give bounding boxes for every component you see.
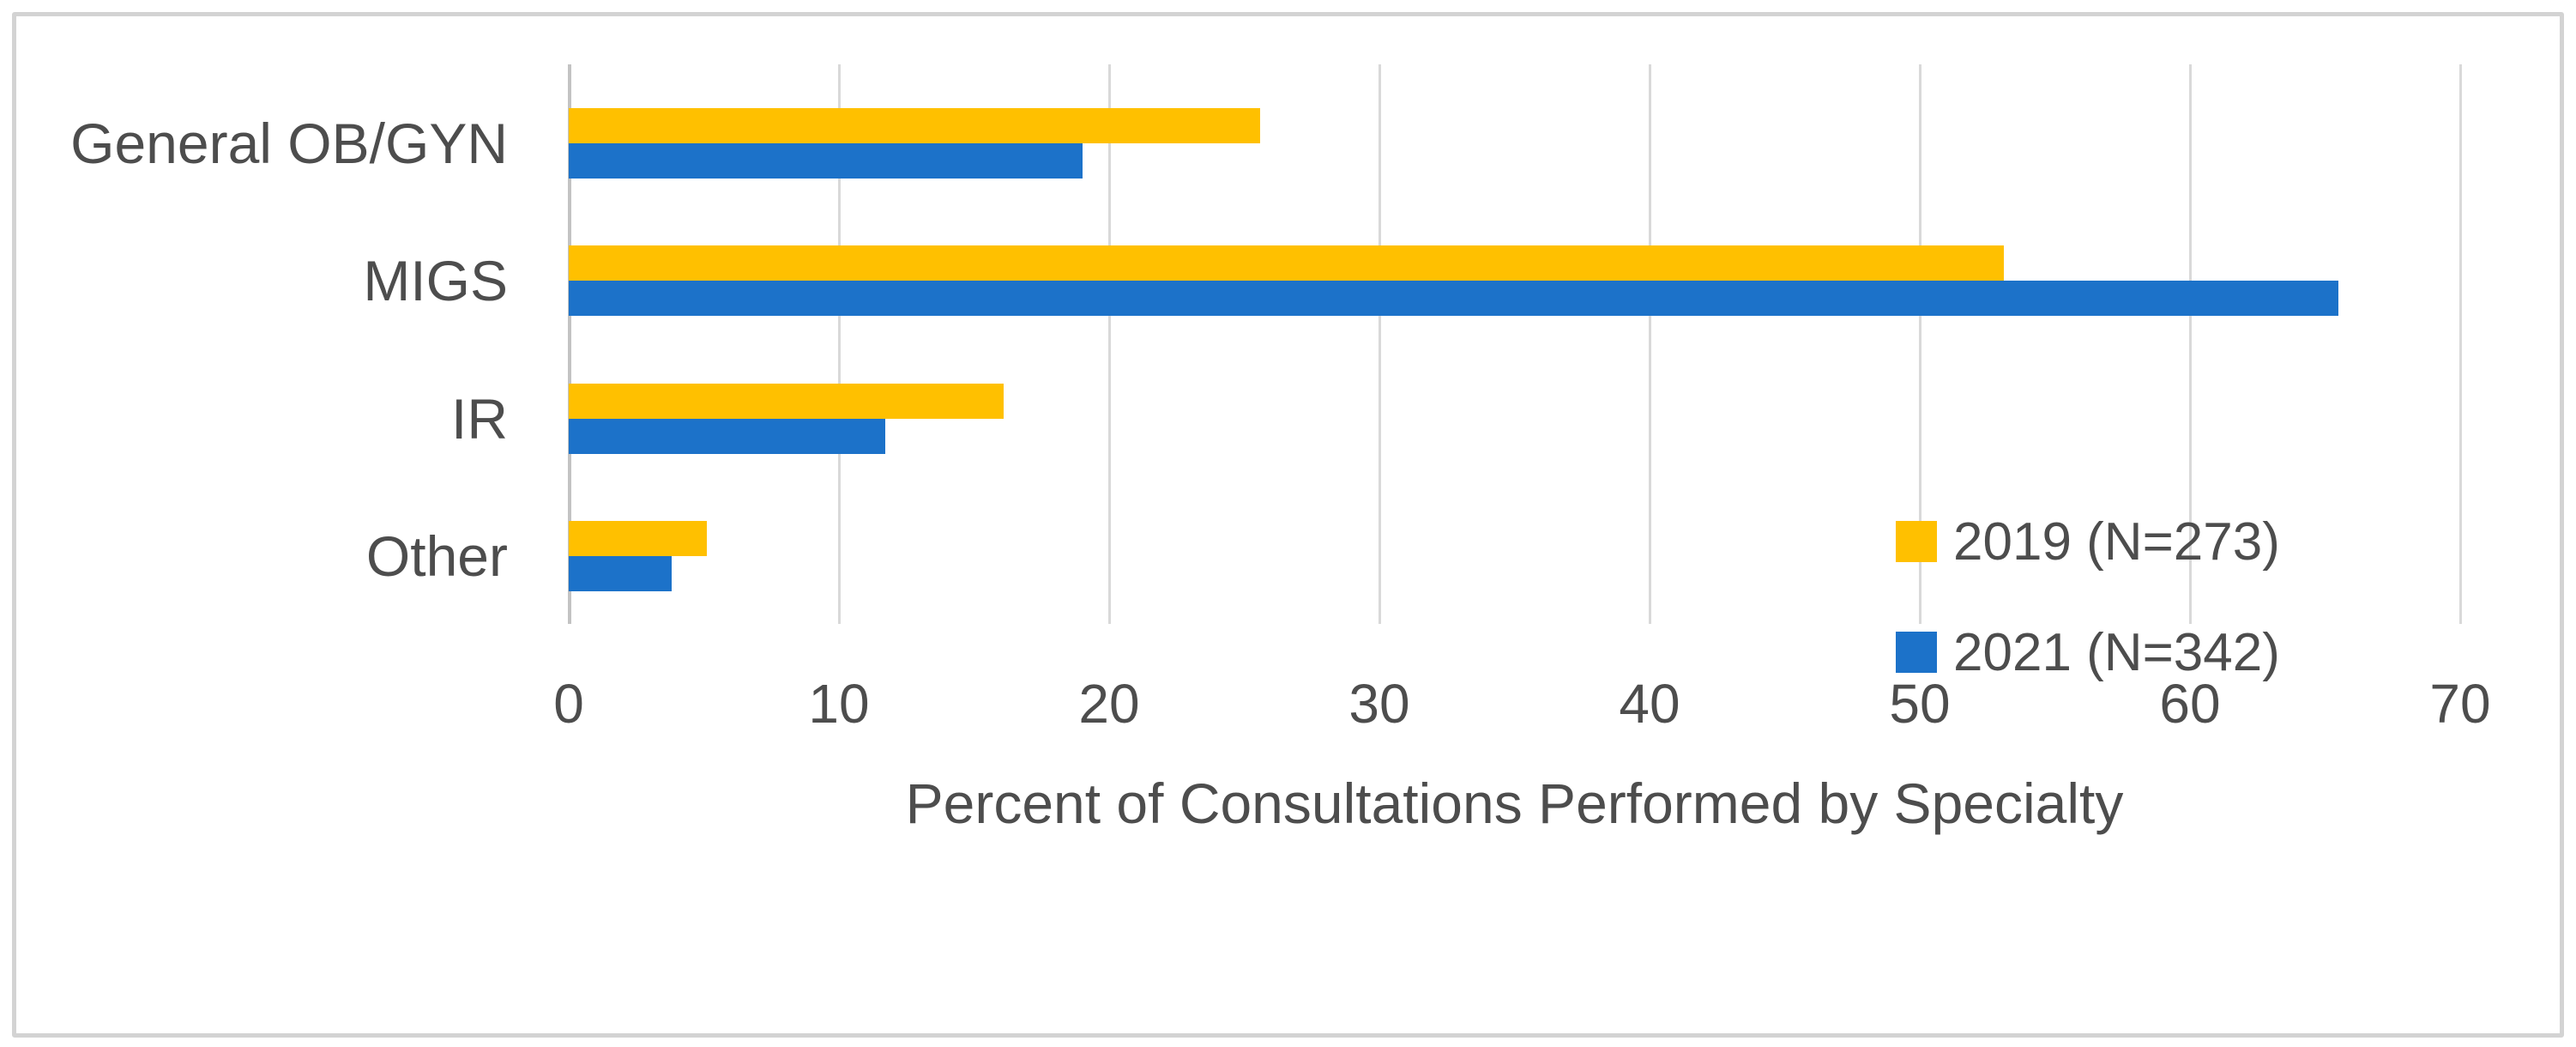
x-tick-label-10: 10	[808, 673, 870, 735]
legend-swatch-2019	[1896, 521, 1937, 562]
legend: 2019 (N=273) 2021 (N=342)	[1896, 512, 2428, 718]
bar-2019-migs	[569, 245, 2004, 281]
x-axis-title: Percent of Consultations Performed by Sp…	[905, 772, 2124, 835]
chart-border	[12, 12, 2564, 1038]
gridline-70	[2459, 64, 2462, 624]
bar-2019-ir	[569, 383, 1004, 419]
gridline-30	[1378, 64, 1381, 624]
legend-swatch-2021	[1896, 632, 1937, 673]
category-label-other: Other	[365, 524, 508, 588]
legend-label-2021: 2021 (N=342)	[1953, 622, 2280, 682]
x-tick-label-40: 40	[1619, 673, 1680, 735]
bar-2021-other	[569, 555, 672, 591]
gridline-50	[1919, 64, 1921, 624]
legend-entry-2019: 2019 (N=273)	[1896, 512, 2280, 572]
legend-entry-2021: 2021 (N=342)	[1896, 623, 2280, 682]
x-tick-label-0: 0	[553, 673, 584, 735]
plot-area	[568, 64, 2462, 624]
bar-2021-ir	[569, 418, 885, 454]
gridline-20	[1108, 64, 1111, 624]
bar-2021-general-ob-gyn	[569, 143, 1083, 179]
gridline-40	[1649, 64, 1651, 624]
axis-line-zero	[568, 64, 571, 624]
x-axis-tick-labels: 0 10 20 30 40 50 60 70	[553, 672, 2490, 741]
x-tick-label-50: 50	[1889, 673, 1951, 735]
x-tick-label-20: 20	[1078, 673, 1140, 735]
bar-2019-other	[569, 520, 707, 556]
x-tick-label-30: 30	[1348, 673, 1410, 735]
x-tick-label-60: 60	[2159, 673, 2221, 735]
x-tick-label-70: 70	[2429, 673, 2491, 735]
category-label-migs: MIGS	[363, 249, 508, 313]
bar-2021-migs	[569, 281, 2339, 317]
gridline-60	[2189, 64, 2192, 624]
bar-2019-general-ob-gyn	[569, 108, 1261, 143]
category-label-ir: IR	[451, 386, 508, 451]
legend-label-2019: 2019 (N=273)	[1953, 511, 2280, 572]
category-label-general-ob-gyn: General OB/GYN	[70, 112, 508, 175]
gridline-10	[838, 64, 841, 624]
